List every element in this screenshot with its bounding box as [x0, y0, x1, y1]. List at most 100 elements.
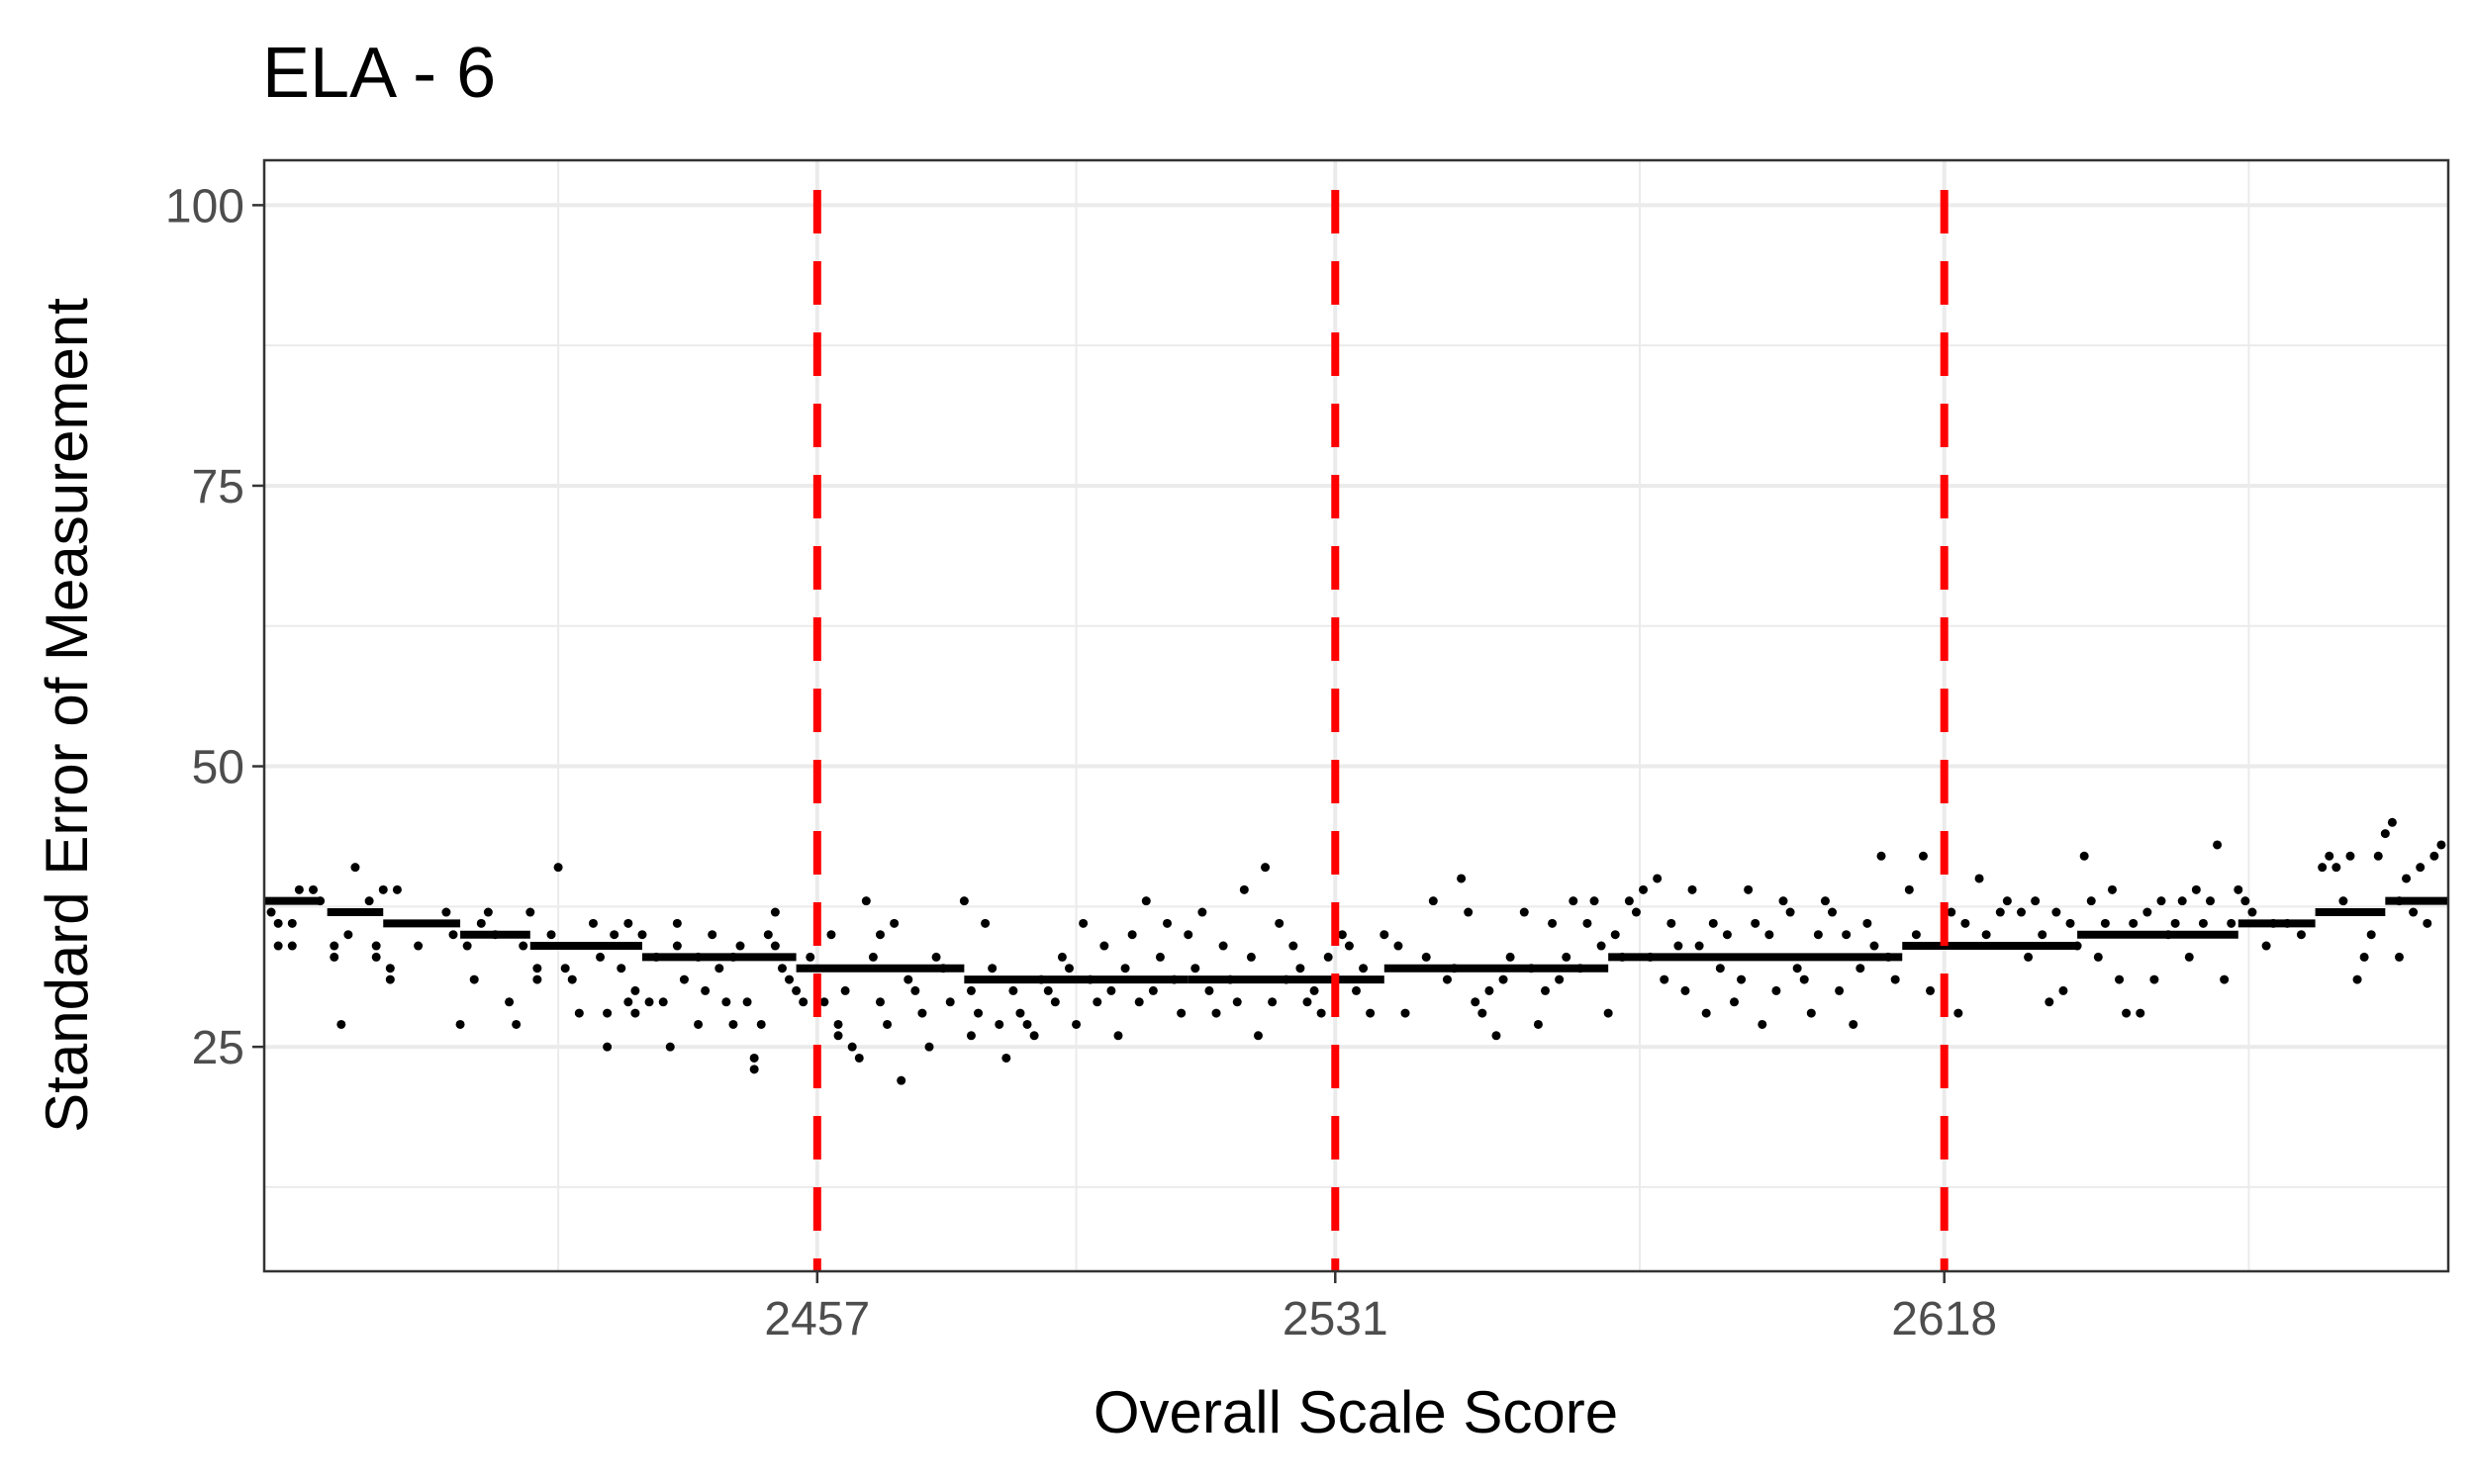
data-point: [2107, 884, 2117, 894]
data-point: [2394, 952, 2404, 962]
data-point: [763, 930, 773, 940]
y-tick-label: 50: [192, 742, 244, 794]
data-point: [1477, 1008, 1487, 1018]
data-point: [644, 997, 654, 1007]
data-point: [610, 930, 619, 940]
data-point: [875, 997, 885, 1007]
data-point: [1239, 884, 1249, 894]
data-point: [637, 930, 647, 940]
data-point: [2234, 884, 2243, 894]
data-point: [1484, 985, 1494, 995]
data-point: [1631, 907, 1641, 917]
data-point: [385, 974, 395, 984]
data-point: [1246, 952, 1256, 962]
data-point: [988, 964, 998, 974]
data-point: [336, 1019, 346, 1029]
data-point: [1869, 941, 1879, 951]
data-point: [721, 997, 731, 1007]
data-point: [2163, 930, 2173, 940]
data-point: [1232, 997, 1242, 1007]
data-point: [2115, 974, 2125, 984]
data-point: [1526, 964, 1536, 974]
data-point: [2002, 896, 2012, 906]
data-point: [875, 930, 885, 940]
data-point: [316, 896, 326, 906]
axis-ticks: 25 50 75 100 2457 2531 2618: [165, 180, 1997, 1345]
data-point: [945, 997, 955, 1007]
data-point: [694, 1019, 704, 1029]
data-point: [1876, 851, 1886, 861]
data-point: [2429, 851, 2439, 861]
data-point: [1352, 985, 1361, 995]
data-point: [371, 952, 381, 962]
data-point: [890, 918, 900, 928]
data-point: [672, 941, 682, 951]
data-point: [1316, 1008, 1326, 1018]
data-point: [2031, 896, 2041, 906]
plot-border: [262, 158, 2450, 1273]
data-point: [770, 941, 780, 951]
data-point: [1849, 1019, 1858, 1029]
data-point: [1792, 964, 1802, 974]
data-point: [833, 1031, 843, 1041]
data-point: [1694, 941, 1704, 951]
data-point: [2072, 941, 2082, 951]
data-point: [1911, 930, 1921, 940]
data-point: [1744, 884, 1754, 894]
data-point: [574, 1008, 584, 1018]
data-point: [512, 1019, 522, 1029]
data-point: [1680, 985, 1690, 995]
data-point: [2122, 1008, 2132, 1018]
data-point: [2282, 918, 2292, 928]
data-point: [2227, 918, 2236, 928]
data-point: [708, 930, 717, 940]
data-point: [1190, 964, 1200, 974]
data-point: [1268, 997, 1278, 1007]
data-point: [651, 952, 661, 962]
data-point: [714, 964, 724, 974]
data-point: [2093, 952, 2103, 962]
data-point: [1093, 997, 1102, 1007]
data-point: [623, 997, 633, 1007]
data-point: [1806, 1008, 1816, 1018]
data-point: [1323, 952, 1333, 962]
data-point: [273, 941, 283, 951]
data-point: [2402, 874, 2412, 883]
x-axis-title: Overall Scale Score: [1094, 1379, 1618, 1445]
data-point: [567, 974, 577, 984]
data-point: [1393, 941, 1403, 951]
data-point: [603, 1042, 613, 1052]
data-point: [1569, 896, 1578, 906]
data-point: [1141, 896, 1151, 906]
data-point: [2352, 974, 2362, 984]
data-point: [1981, 930, 1991, 940]
data-point: [623, 918, 633, 928]
data-point: [2423, 918, 2432, 928]
data-point: [350, 863, 360, 873]
data-point: [1029, 1031, 1039, 1041]
data-point: [1660, 974, 1669, 984]
data-point: [2387, 817, 2397, 827]
data-point: [2380, 829, 2390, 839]
data-point: [924, 1042, 934, 1052]
data-point: [2079, 851, 2089, 861]
data-point: [1253, 1031, 1263, 1041]
data-point: [1813, 930, 1823, 940]
data-point: [378, 884, 388, 894]
data-point: [959, 896, 969, 906]
data-point: [910, 985, 920, 995]
data-point: [603, 1008, 613, 1018]
data-point: [1113, 1031, 1123, 1041]
data-point: [505, 997, 515, 1007]
data-point: [630, 985, 640, 995]
data-point: [995, 1019, 1004, 1029]
data-point: [2051, 907, 2061, 917]
data-point: [1275, 918, 1285, 928]
data-point: [1204, 985, 1214, 995]
data-point: [330, 952, 339, 962]
data-point: [1302, 997, 1312, 1007]
data-point: [1442, 974, 1452, 984]
data-point: [1022, 1019, 1032, 1029]
data-point: [1799, 974, 1809, 984]
plot-panel: [264, 160, 2448, 1271]
